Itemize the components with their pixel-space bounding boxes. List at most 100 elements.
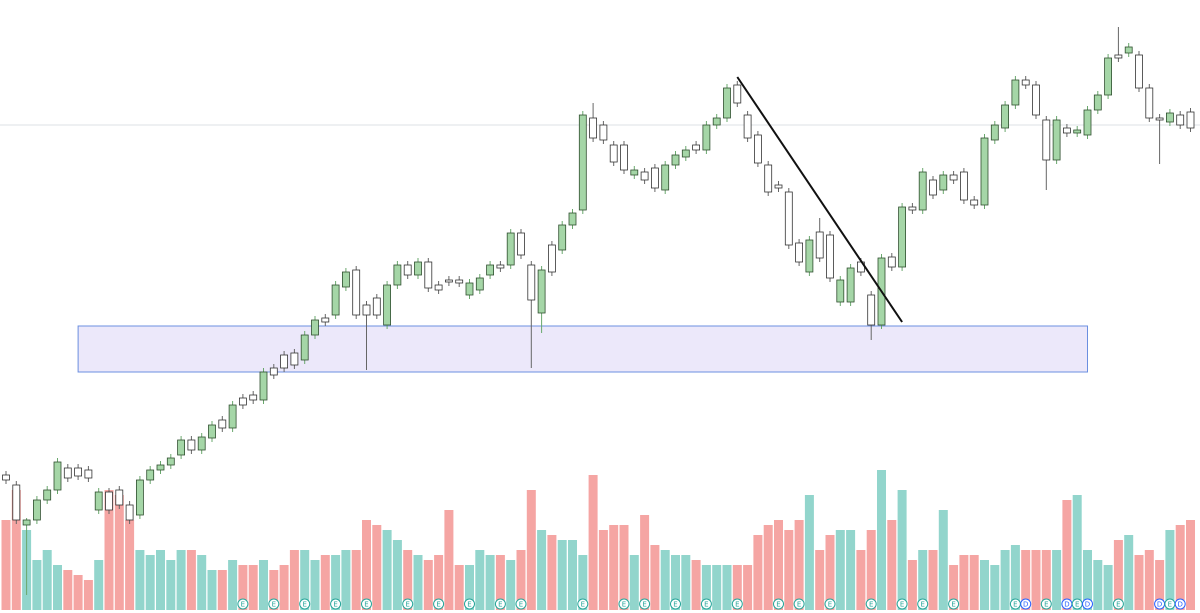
event-label: E [622, 601, 626, 609]
volume-bar [156, 550, 165, 610]
event-label: E [1044, 601, 1048, 609]
event-label: D [1178, 601, 1183, 609]
event-label: E [776, 601, 780, 609]
volume-bar [269, 570, 279, 610]
volume-bar [732, 565, 742, 610]
volume-bar [197, 555, 207, 610]
candle-body [465, 282, 474, 296]
event-marker [1112, 598, 1124, 610]
candle-body [259, 371, 268, 401]
volume-bar [228, 560, 238, 610]
candle-body [321, 317, 330, 323]
volume-bar [609, 525, 619, 610]
event-label: E [1013, 601, 1017, 609]
volume-bar [1083, 550, 1092, 610]
event-marker [618, 598, 630, 610]
candle-body [1135, 54, 1143, 89]
event-marker [824, 598, 836, 610]
event-label: E [920, 601, 924, 609]
volume-bar [1000, 550, 1010, 610]
candle-body [815, 231, 824, 259]
candle-body [156, 464, 165, 471]
event-label: E [642, 601, 646, 609]
event-label: E [302, 601, 306, 609]
candle-body [362, 304, 371, 316]
volume-bar [980, 560, 989, 610]
volume-bar [928, 550, 938, 610]
volume-bar [186, 550, 196, 610]
volume-bar [897, 490, 907, 610]
candle-body [228, 404, 237, 429]
event-label: E [272, 601, 276, 609]
volume-bar [114, 495, 124, 610]
candle-body [105, 491, 113, 511]
candle-body [1186, 111, 1195, 129]
event-label: D [1157, 601, 1162, 609]
event-marker [299, 598, 311, 610]
volume-bar [856, 550, 866, 610]
candle-body [990, 124, 999, 141]
candle-body [764, 164, 773, 193]
candle-body [1032, 84, 1040, 116]
candle-body [475, 277, 484, 291]
volume-bar [681, 555, 691, 610]
candle-body [609, 144, 618, 163]
event-label: E [673, 601, 677, 609]
volume-bar [475, 550, 485, 610]
event-marker [896, 598, 908, 610]
candle-body [712, 117, 721, 126]
candle-body [506, 232, 515, 266]
candle-body [1176, 114, 1185, 126]
candle-body [846, 267, 855, 303]
volume-bar [650, 545, 660, 610]
candle-body [898, 206, 906, 268]
candle-body [177, 439, 186, 456]
volume-bar [454, 565, 464, 610]
volume-bar [506, 560, 516, 610]
event-label: D [1023, 601, 1028, 609]
volume-bar [238, 565, 248, 610]
volume-bar [465, 565, 474, 610]
volume-bar [794, 520, 804, 610]
event-label: E [1116, 601, 1120, 609]
candle-body [599, 124, 608, 141]
candle-body [1021, 79, 1030, 86]
event-label: E [1075, 601, 1079, 609]
event-label: E [735, 601, 739, 609]
candle-body [22, 519, 31, 526]
event-marker [865, 598, 877, 610]
event-marker [793, 598, 805, 610]
candle-body [383, 284, 392, 326]
volume-bar [495, 555, 505, 610]
candle-body [1145, 87, 1154, 119]
volume-bar [392, 540, 402, 610]
candle-body [12, 484, 21, 521]
volume-bar [135, 550, 145, 610]
candle-body [115, 489, 124, 506]
volume-bar [516, 550, 526, 610]
volume-bar [774, 520, 783, 610]
event-label: E [1168, 601, 1172, 609]
volume-bar [42, 550, 52, 610]
candle-body [63, 467, 72, 479]
event-marker [402, 598, 414, 610]
volume-bar [1165, 530, 1175, 610]
event-marker [494, 598, 506, 610]
candle-body [94, 491, 103, 511]
volume-bar [207, 570, 217, 610]
event-label: E [900, 601, 904, 609]
candle-body [403, 264, 412, 276]
volume-bar [63, 570, 73, 610]
candle-body [269, 367, 278, 376]
event-label: E [333, 601, 337, 609]
volume-bar [712, 565, 722, 610]
volume-bar [784, 530, 794, 610]
event-marker [237, 598, 249, 610]
volume-bar [104, 490, 114, 610]
volume-bar [1144, 550, 1154, 610]
volume-bar [825, 535, 835, 610]
candle-body [300, 334, 309, 361]
candle-body [33, 499, 41, 521]
candle-body [1083, 109, 1092, 136]
candle-body [949, 174, 958, 181]
